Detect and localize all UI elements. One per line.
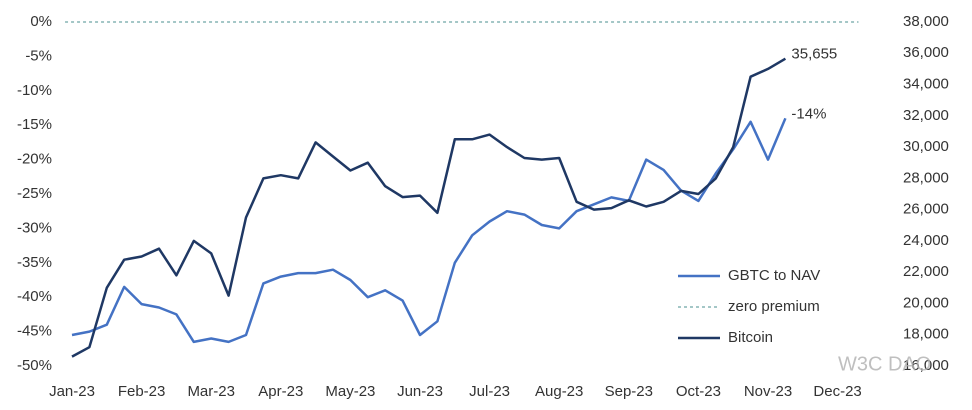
y2-tick-label: 34,000: [903, 76, 949, 93]
x-tick-label: Mar-23: [187, 383, 235, 400]
y-tick-label: 0%: [30, 13, 52, 30]
x-tick-label: Nov-23: [744, 383, 792, 400]
y-tick-label: -25%: [17, 185, 52, 202]
x-tick-label: Aug-23: [535, 383, 583, 400]
x-tick-label: Jan-23: [49, 383, 95, 400]
y-tick-label: -20%: [17, 151, 52, 168]
y2-tick-label: 26,000: [903, 201, 949, 218]
y-tick-label: -5%: [25, 47, 52, 64]
series-line: [71, 57, 787, 358]
data-label: 35,655: [791, 46, 837, 63]
series-line: [71, 117, 787, 344]
y2-tick-label: 30,000: [903, 138, 949, 155]
y-tick-label: -30%: [17, 219, 52, 236]
legend-label: Bitcoin: [728, 329, 773, 346]
legend-label: GBTC to NAV: [728, 267, 820, 284]
y-tick-label: -40%: [17, 288, 52, 305]
y2-tick-label: 32,000: [903, 107, 949, 124]
y2-tick-label: 18,000: [903, 326, 949, 343]
y-tick-label: -35%: [17, 254, 52, 271]
x-tick-label: Sep-23: [605, 383, 653, 400]
x-tick-label: Jul-23: [469, 383, 510, 400]
y-tick-label: -15%: [17, 116, 52, 133]
x-tick-label: Dec-23: [813, 383, 861, 400]
y2-tick-label: 16,000: [903, 357, 949, 374]
y2-tick-label: 24,000: [903, 232, 949, 249]
data-label: -14%: [791, 105, 826, 122]
x-tick-label: May-23: [325, 383, 375, 400]
y2-tick-label: 38,000: [903, 13, 949, 30]
y-tick-label: -50%: [17, 357, 52, 374]
y2-tick-label: 28,000: [903, 169, 949, 186]
y-tick-label: -45%: [17, 323, 52, 340]
x-tick-label: Oct-23: [676, 383, 721, 400]
legend-label: zero premium: [728, 298, 820, 315]
y2-tick-label: 22,000: [903, 263, 949, 280]
y-tick-label: -10%: [17, 82, 52, 99]
x-tick-label: Apr-23: [258, 383, 303, 400]
watermark: W3C DAO: [838, 353, 931, 375]
y2-tick-label: 36,000: [903, 44, 949, 61]
x-tick-label: Feb-23: [118, 383, 166, 400]
y2-tick-label: 20,000: [903, 294, 949, 311]
x-tick-label: Jun-23: [397, 383, 443, 400]
